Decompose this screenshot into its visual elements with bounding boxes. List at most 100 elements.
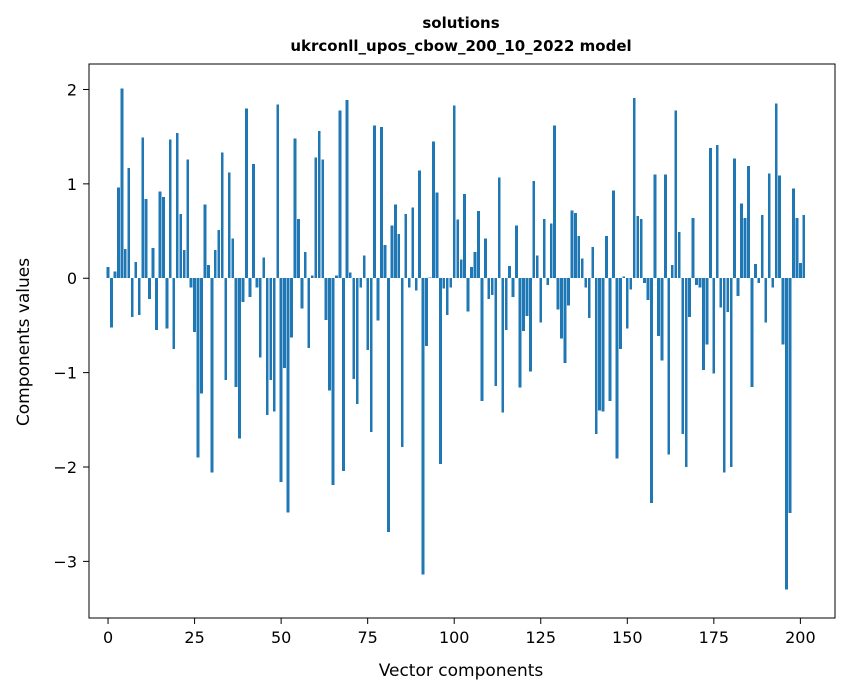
bar-195 (781, 278, 785, 345)
bar-35 (227, 172, 231, 279)
bar-61 (317, 131, 321, 279)
bar-190 (764, 278, 768, 323)
bar-176 (715, 145, 719, 279)
bar-93 (428, 277, 432, 279)
bar-103 (463, 194, 466, 279)
bar-69 (345, 99, 349, 279)
bar-91 (421, 278, 425, 575)
bar-74 (362, 255, 366, 279)
bar-30 (210, 278, 214, 473)
bar-111 (490, 278, 494, 296)
bar-179 (726, 278, 730, 313)
bar-113 (497, 177, 501, 279)
y-tick-label--1: −1 (53, 364, 77, 383)
x-tick-label-0: 0 (103, 628, 113, 647)
bar-16 (162, 197, 165, 279)
bar-185 (747, 165, 750, 279)
bar-36 (231, 238, 235, 279)
bar-90 (418, 170, 421, 279)
bar-5 (123, 248, 127, 279)
bar-164 (674, 110, 678, 279)
bar-68 (342, 278, 345, 471)
bar-89 (414, 278, 418, 291)
bar-53 (290, 278, 293, 338)
bar-95 (435, 192, 439, 279)
bar-0 (106, 266, 110, 279)
bar-177 (719, 278, 723, 308)
bar-15 (158, 191, 162, 279)
bar-64 (328, 278, 331, 391)
bar-86 (404, 214, 408, 279)
bar-138 (584, 278, 588, 288)
bar-60 (314, 157, 318, 279)
bar-194 (778, 175, 781, 279)
bar-152 (632, 97, 636, 279)
bar-21 (179, 214, 183, 279)
y-tick-label-1: 1 (67, 175, 77, 194)
y-tick-label--2: −2 (53, 458, 77, 477)
x-tick-label-100: 100 (439, 628, 470, 647)
bar-166 (681, 278, 685, 434)
bar-104 (466, 278, 470, 312)
bar-118 (515, 225, 518, 279)
bar-14 (155, 278, 158, 331)
bar-48 (272, 278, 276, 412)
bar-199 (795, 217, 799, 279)
bar-18 (168, 139, 172, 279)
bar-23 (186, 159, 190, 279)
bar-198 (792, 188, 795, 279)
bar-165 (677, 231, 681, 279)
bar-114 (501, 278, 505, 413)
bar-180 (729, 278, 733, 467)
bar-156 (646, 278, 650, 300)
bar-171 (698, 278, 702, 288)
bar-200 (799, 263, 802, 279)
bar-132 (563, 278, 567, 364)
bar-3 (117, 187, 120, 279)
bar-189 (760, 215, 764, 279)
bar-72 (355, 278, 359, 404)
x-tick-label-25: 25 (184, 628, 204, 647)
chart-subtitle: ukrconll_upos_cbow_200_10_2022 model (290, 37, 631, 55)
bar-160 (660, 278, 664, 361)
bar-106 (473, 251, 477, 279)
bar-128 (549, 223, 553, 279)
bar-58 (307, 278, 311, 349)
bar-28 (203, 204, 207, 279)
bar-41 (248, 278, 252, 298)
bar-83 (393, 204, 397, 279)
bars-group (106, 88, 806, 590)
bar-136 (577, 235, 581, 279)
bar-44 (258, 278, 262, 358)
y-tick-label-2: 2 (67, 80, 77, 99)
bar-8 (134, 262, 138, 279)
bar-163 (670, 265, 674, 279)
bar-65 (331, 278, 335, 485)
bar-98 (445, 278, 449, 316)
bar-62 (321, 159, 325, 279)
bar-63 (324, 278, 328, 320)
chart-title: solutions (422, 14, 499, 32)
bar-110 (487, 278, 491, 299)
bar-78 (376, 278, 380, 321)
bar-67 (338, 110, 342, 279)
bar-155 (643, 278, 646, 283)
bar-116 (508, 265, 511, 279)
bar-40 (245, 108, 248, 279)
bar-32 (217, 230, 221, 279)
bar-11 (144, 198, 148, 279)
bar-46 (265, 278, 269, 416)
bar-73 (359, 278, 363, 288)
bar-27 (200, 278, 203, 394)
bar-162 (667, 278, 671, 455)
bar-7 (130, 278, 134, 317)
bar-80 (383, 245, 387, 279)
x-tick-label-125: 125 (525, 628, 556, 647)
bar-43 (255, 278, 259, 288)
y-tick-label--3: −3 (53, 552, 77, 571)
bar-121 (525, 278, 529, 316)
bar-109 (483, 238, 487, 279)
bar-135 (573, 213, 577, 279)
bar-143 (601, 278, 605, 412)
